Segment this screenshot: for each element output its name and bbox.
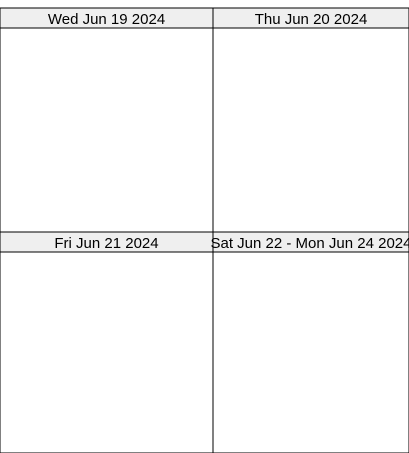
- windrose-panel: Thu Jun 20 202420%40%NSWEmean = 4.1calm …: [212, 7, 409, 233]
- panel-title: Fri Jun 21 2024: [54, 235, 158, 252]
- windrose-panel: Sat Jun 22 - Mon Jun 24 202420%40%NSWEme…: [211, 231, 409, 453]
- panel-title: Wed Jun 19 2024: [48, 11, 165, 28]
- windrose-panel: Fri Jun 21 202420%40%NSWEmean = 3.7calm …: [0, 231, 214, 453]
- panel-title: Thu Jun 20 2024: [255, 11, 368, 28]
- panel-title: Sat Jun 22 - Mon Jun 24 2024: [211, 235, 409, 252]
- panel-border: [212, 27, 409, 233]
- windrose-panel: Wed Jun 19 202420%40%NSWEmean = 7.8calm …: [0, 7, 214, 233]
- panel-border: [212, 251, 409, 453]
- panel-border: [0, 27, 214, 233]
- panel-border: [0, 251, 214, 453]
